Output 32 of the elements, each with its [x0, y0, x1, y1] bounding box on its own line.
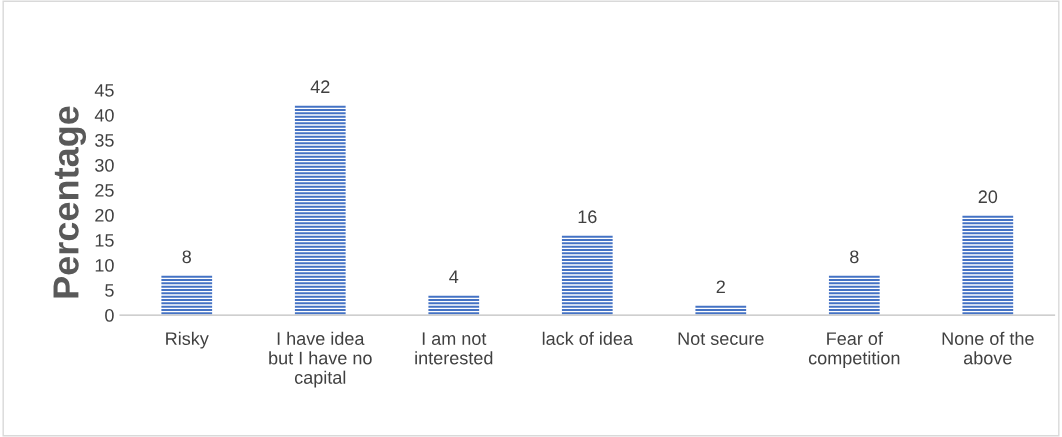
bar [695, 305, 747, 316]
x-tick-label: Risky [166, 331, 209, 349]
bar [161, 275, 213, 316]
x-tick-label: Fear of competition [808, 331, 900, 369]
bar [561, 235, 613, 316]
y-tick-label: 45 [94, 84, 114, 97]
y-axis-title: Percentage [53, 106, 87, 298]
y-tick-label: 5 [105, 284, 114, 297]
y-tick-label: 35 [95, 133, 114, 147]
x-tick-label: None of the above [942, 331, 1034, 365]
data-label: 42 [310, 80, 330, 93]
data-label: 2 [716, 280, 725, 293]
data-label: 8 [850, 250, 859, 264]
y-tick-label: 40 [94, 108, 114, 122]
y-tick-label: 15 [95, 234, 114, 247]
bar [962, 215, 1014, 316]
bar [428, 295, 480, 316]
data-label: 20 [978, 190, 998, 204]
x-tick-label: I have idea but I have no capital [269, 331, 372, 388]
data-label: 8 [182, 250, 191, 264]
x-tick-label: lack of idea [542, 331, 633, 346]
data-label: 16 [578, 210, 597, 224]
y-tick-label: 20 [95, 208, 114, 222]
y-tick-label: 0 [105, 309, 114, 322]
bar [828, 275, 880, 316]
x-tick-label: I am not interested [415, 332, 493, 365]
bar [294, 105, 346, 316]
y-tick-label: 10 [95, 259, 114, 272]
data-label: 4 [449, 270, 459, 283]
y-tick-label: 30 [95, 158, 114, 172]
y-tick-label: 25 [95, 183, 114, 197]
x-tick-label: Not secure [678, 332, 764, 346]
